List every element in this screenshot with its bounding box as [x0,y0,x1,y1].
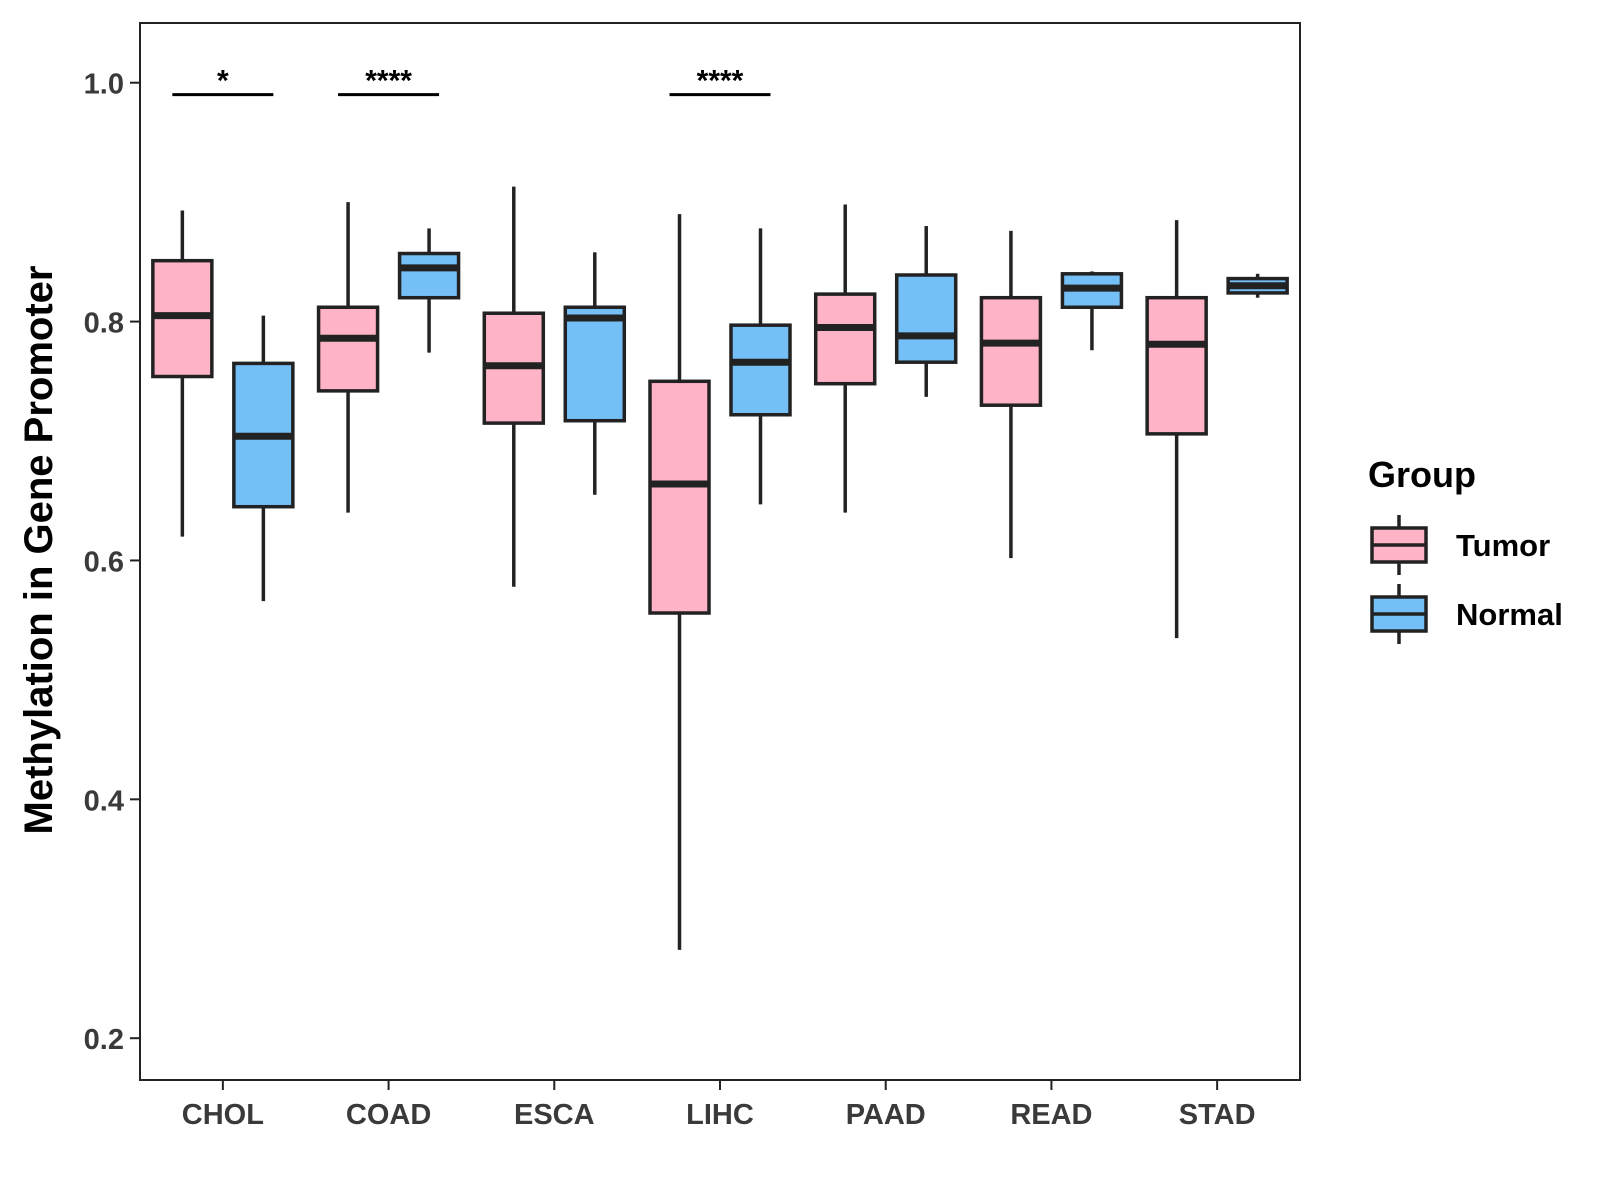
x-tick-label: ESCA [514,1099,595,1131]
x-tick-label: LIHC [686,1099,754,1131]
tumor-box-stad [1145,220,1208,639]
iqr-box [648,379,711,615]
normal-box-coad [397,228,461,353]
normal-box-stad [1226,273,1289,298]
significance-annotations: * **** **** [172,65,771,98]
y-tick-label: 0.2 [84,1024,124,1056]
iqr-box [397,251,461,300]
normal-box-paad [894,226,958,397]
legend-title: Group [1368,454,1476,495]
box-series [151,186,1289,950]
y-tick-label: 0.8 [84,308,124,340]
iqr-box [894,273,958,364]
y-axis-title: Methylation in Gene Promoter [17,266,61,835]
x-tick-label: CHOL [182,1099,264,1131]
iqr-box [813,292,877,386]
y-tick-label: 0.4 [84,785,124,817]
normal-box-chol [232,315,295,602]
x-tick-label: STAD [1179,1099,1256,1131]
iqr-box [979,295,1043,407]
legend: Group Tumor Normal [1368,454,1563,644]
y-axis: 0.2 0.4 0.6 0.8 1.0 [84,69,140,1056]
iqr-box [1145,295,1208,436]
tumor-box-paad [813,204,877,513]
tumor-box-lihc [648,214,711,950]
x-tick-label: PAAD [846,1099,926,1131]
legend-label: Tumor [1456,528,1550,563]
y-tick-label: 1.0 [84,69,124,101]
legend-item-tumor: Tumor [1370,515,1550,575]
iqr-box [316,305,380,393]
tumor-box-coad [316,202,380,513]
y-tick-label: 0.6 [84,546,124,578]
legend-label: Normal [1456,597,1563,632]
iqr-box [563,305,627,423]
plot-panel-border [139,22,1301,1081]
normal-box-lihc [729,228,792,505]
tumor-box-read [979,230,1043,559]
x-axis: CHOL COAD ESCA LIHC PAAD READ STAD [182,1080,1256,1131]
x-tick-label: COAD [346,1099,431,1131]
x-tick-label: READ [1010,1099,1092,1131]
significance-label: **** [365,65,412,98]
significance-label: **** [697,65,744,98]
tumor-box-esca [482,186,546,587]
tumor-box-chol [151,210,214,537]
legend-item-normal: Normal [1370,584,1563,644]
normal-box-read [1060,271,1124,351]
significance-label: * [217,65,229,98]
normal-box-esca [563,252,627,495]
iqr-box [729,323,792,417]
